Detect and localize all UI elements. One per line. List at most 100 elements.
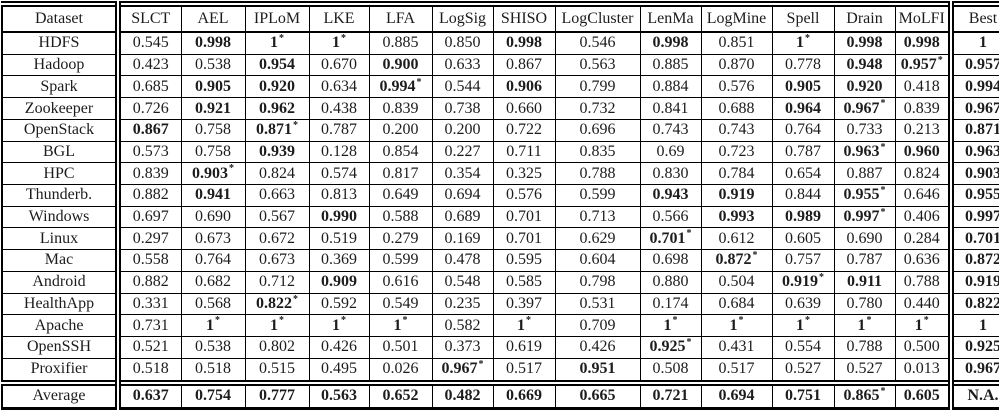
cell-thunderb-best: 0.955 [948, 184, 999, 207]
best-star-marker: * [672, 315, 678, 327]
accuracy-value: 0.997 [843, 208, 880, 226]
accuracy-value: 0.665 [579, 387, 616, 405]
cell-hpc-lke: 0.574 [308, 162, 370, 185]
accuracy-value: 0.519 [321, 229, 357, 247]
cell-mac-iplom: 0.673 [244, 249, 310, 272]
accuracy-value: 0.994 [379, 77, 416, 95]
accuracy-value: 0.515 [259, 360, 295, 378]
accuracy-value: 0.957 [900, 56, 937, 74]
accuracy-value: 0.213 [903, 121, 940, 139]
cell-linux-logmine: 0.612 [700, 227, 773, 251]
cell-zookeeper-best: 0.967 [948, 97, 999, 120]
cell-linux-logcluster: 0.629 [554, 227, 641, 251]
table-row-average: Average 0.637 0.754 0.777 0.563 0.652 0.482 0.6… [1, 379, 999, 409]
best-star-marker: * [293, 119, 298, 131]
cell-hpc-logsig: 0.354 [431, 162, 494, 185]
column-header-logsig: LogSig [431, 3, 494, 33]
cell-apache-lenma: 1* [639, 314, 702, 337]
best-star-marker: * [805, 33, 810, 45]
accuracy-value: 0.504 [718, 273, 755, 291]
accuracy-value: 0.813 [321, 186, 357, 204]
accuracy-value: 0.723 [718, 142, 755, 160]
accuracy-value: 0.585 [506, 273, 542, 291]
accuracy-value: 0.787 [321, 121, 357, 139]
cell-proxifier-lfa: 0.026 [368, 357, 433, 384]
cell-zookeeper-lfa: 0.839 [368, 97, 433, 120]
cell-windows-ael: 0.690 [180, 205, 246, 229]
cell-mac-spell: 0.757 [771, 249, 835, 272]
accuracy-value: 0.527 [846, 360, 883, 378]
accuracy-value: 0.495 [321, 360, 357, 378]
accuracy-value: 0.802 [259, 338, 295, 356]
cell-openstack-best: 0.871 [948, 118, 999, 142]
accuracy-value: N.A. [967, 387, 999, 405]
dataset-label: Hadoop [1, 53, 119, 77]
cell-android-lke: 0.909 [308, 270, 370, 294]
cell-mac-logsig: 0.478 [431, 249, 494, 272]
best-star-marker: * [819, 271, 824, 283]
cell-openstack-spell: 0.764 [771, 118, 835, 142]
best-star-marker: * [880, 98, 886, 110]
table-row-bgl: BGL 0.573 0.758 0.939 0.128 0.854 0.227 0.711 0.… [1, 140, 999, 164]
cell-healthapp-shiso: 0.397 [492, 292, 556, 316]
cell-openssh-spell: 0.554 [771, 335, 835, 359]
accuracy-value: 0.669 [506, 387, 542, 405]
cell-openssh-drain: 0.788 [833, 335, 896, 359]
cell-hadoop-molfi: 0.957* [894, 53, 952, 77]
cell-hadoop-iplom: 0.954 [244, 53, 310, 77]
accuracy-value: 0.963 [843, 142, 880, 160]
cell-zookeeper-logsig: 0.738 [431, 97, 494, 120]
accuracy-value: 0.997 [965, 208, 999, 226]
accuracy-value: 0.788 [846, 338, 883, 356]
cell-openssh-logmine: 0.431 [700, 335, 773, 359]
cell-hpc-lenma: 0.830 [639, 162, 702, 185]
cell-hdfs-shiso: 0.998 [492, 31, 556, 55]
accuracy-value: 0.722 [506, 121, 542, 139]
accuracy-value: 0.478 [444, 251, 481, 269]
cell-bgl-molfi: 0.960 [894, 140, 952, 164]
cell-linux-iplom: 0.672 [244, 227, 310, 251]
accuracy-value: 0.418 [903, 77, 940, 95]
cell-spark-logmine: 0.576 [700, 75, 773, 99]
accuracy-value: 0.331 [132, 294, 169, 312]
cell-windows-spell: 0.989 [771, 205, 835, 229]
cell-apache-logcluster: 0.709 [554, 314, 641, 337]
column-header-drain: Drain [833, 3, 896, 33]
cell-average-slct: 0.637 [115, 379, 182, 409]
column-header-ael: AEL [180, 3, 246, 33]
cell-bgl-drain: 0.963* [833, 140, 896, 164]
accuracy-value: 0.521 [132, 338, 169, 356]
best-star-marker: * [880, 206, 886, 218]
cell-healthapp-molfi: 0.440 [894, 292, 952, 316]
cell-hadoop-logmine: 0.870 [700, 53, 773, 77]
cell-bgl-iplom: 0.939 [244, 140, 310, 164]
accuracy-value: 0.830 [652, 164, 689, 182]
cell-android-lenma: 0.880 [639, 270, 702, 294]
cell-linux-molfi: 0.284 [894, 227, 952, 251]
table-row-thunderb: Thunderb. 0.882 0.941 0.663 0.813 0.649 0.694 0… [1, 184, 999, 207]
accuracy-value: 0.871 [965, 121, 999, 139]
accuracy-value: 0.955 [843, 186, 880, 204]
accuracy-value: 0.595 [506, 251, 542, 269]
accuracy-value: 0.920 [846, 77, 883, 95]
accuracy-value: 0.654 [785, 164, 821, 182]
cell-healthapp-lke: 0.592 [308, 292, 370, 316]
table-row-hpc: HPC 0.839 0.903* 0.824 0.574 0.817 0.354 0.325 0… [1, 162, 999, 185]
accuracy-value: 0.634 [321, 77, 357, 95]
accuracy-value: 0.554 [785, 338, 821, 356]
cell-healthapp-logcluster: 0.531 [554, 292, 641, 316]
cell-mac-ael: 0.764 [180, 249, 246, 272]
cell-zookeeper-spell: 0.964 [771, 97, 835, 120]
cell-openssh-lenma: 0.925* [639, 335, 702, 359]
accuracy-value: 0.508 [652, 360, 689, 378]
cell-hdfs-logmine: 0.851 [700, 31, 773, 55]
cell-average-drain: 0.865* [833, 379, 896, 409]
accuracy-value: 0.951 [579, 360, 616, 378]
accuracy-value: 0.690 [846, 229, 883, 247]
accuracy-value: 0.279 [382, 229, 419, 247]
accuracy-value: 0.712 [259, 273, 295, 291]
best-star-marker: * [279, 33, 284, 45]
cell-linux-best: 0.701 [948, 227, 999, 251]
accuracy-value: 0.822 [965, 294, 999, 312]
accuracy-value: 0.844 [785, 186, 821, 204]
